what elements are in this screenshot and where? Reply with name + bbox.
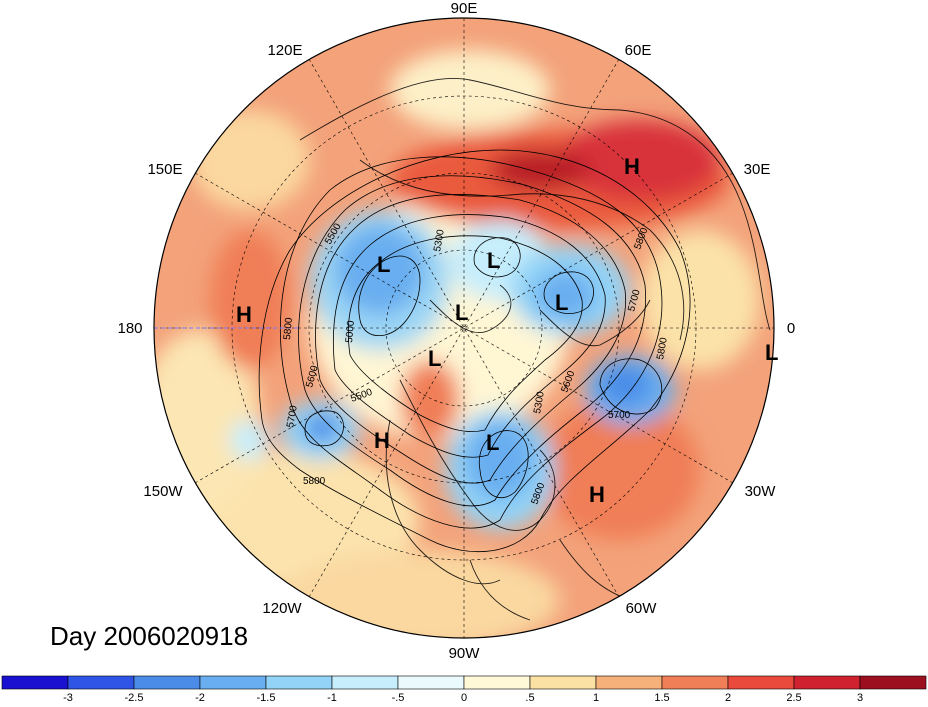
colorbar-swatch [133,675,201,690]
colorbar-tick-label: -2 [195,692,205,702]
continent-outlines [299,78,771,621]
lon-label-60w: 60W [626,600,658,617]
contour-label: 5700 [608,410,631,421]
lon-label-90w: 90W [449,645,481,662]
low-pressure-mark: L [555,290,568,315]
colorbar-swatch [463,675,531,690]
lon-label-60e: 60E [625,42,652,59]
colorbar-tick-label: 2 [725,692,731,702]
lon-label-120w: 120W [262,600,302,617]
colorbar-swatch [859,675,927,690]
low-pressure-mark: L [455,300,468,325]
colorbar-tick-label: -1 [327,692,337,702]
colorbar-tick-label: -2.5 [125,692,144,702]
contour-label: 5300 [532,390,547,414]
colorbar-swatch [265,675,333,690]
colorbar-swatch [1,675,69,690]
colorbar-swatch [661,675,729,690]
longitude-labels: 90E 120E 60E 150E 30E 180 0 150W 30W 120… [117,0,795,662]
lon-label-120e: 120E [267,42,302,59]
low-pressure-mark: L [765,340,778,365]
high-pressure-mark: H [374,428,390,453]
contour-label: 5800 [655,336,670,360]
colorbar-swatch [793,675,861,690]
low-pressure-mark: L [377,252,390,277]
contour-label: 5700 [285,404,300,428]
colorbar-swatch [67,675,135,690]
colorbar-swatch [727,675,795,690]
colorbar-tick-label: -3 [63,692,73,702]
contour-label: 5000 [344,320,357,344]
colorbar: -3 -2.5 -2 -1.5 -1 -.5 0 .5 1 1.5 2 2.5 3 [1,675,927,704]
colorbar-swatch [529,675,597,690]
colorbar-swatch [595,675,663,690]
colorbar-tick-label: .5 [525,692,534,702]
lon-label-150e: 150E [147,161,182,178]
pressure-centers: H H H H L L L L L L L [236,154,778,507]
lon-label-0: 0 [787,320,795,337]
colorbar-tick-label: 0 [461,692,467,702]
contour-label: 5300 [432,228,447,252]
colorbar-tick-label: -1.5 [257,692,276,702]
lon-label-150w: 150W [143,483,183,500]
colorbar-swatch [199,675,267,690]
height-contours [258,149,691,553]
low-pressure-mark: L [428,346,441,371]
colorbar-tick-label: 1 [593,692,599,702]
contour-label: 5800 [303,476,326,487]
lon-label-30w: 30W [745,483,777,500]
anomaly-field [154,18,774,638]
date-label: Day 2006020918 [50,621,248,651]
colorbar-swatch [397,675,465,690]
globe-border [153,17,775,639]
colorbar-tick-label: 3 [857,692,863,702]
low-pressure-mark: L [487,248,500,273]
high-pressure-mark: H [624,154,640,179]
lon-label-90e: 90E [451,0,478,17]
high-pressure-mark: H [589,482,605,507]
high-pressure-mark: H [236,302,252,327]
low-pressure-mark: L [486,430,499,455]
lon-label-180: 180 [117,320,142,337]
contour-label: 5800 [282,317,295,341]
colorbar-tick-label: -.5 [392,692,405,702]
lon-label-30e: 30E [744,161,771,178]
colorbar-tick-label: 2.5 [786,692,801,702]
colorbar-swatch [331,675,399,690]
colorbar-tick-label: 1.5 [654,692,669,702]
